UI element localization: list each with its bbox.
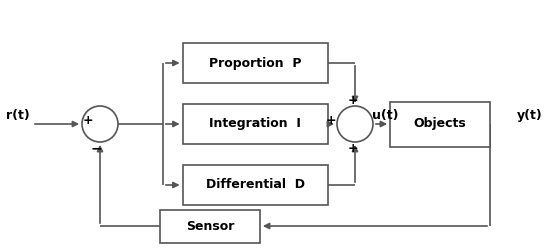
Bar bbox=[390, 101, 490, 147]
Text: y(t): y(t) bbox=[517, 110, 543, 123]
Text: +: + bbox=[348, 142, 358, 155]
Bar bbox=[183, 104, 327, 144]
Circle shape bbox=[82, 106, 118, 142]
Text: Integration  I: Integration I bbox=[209, 118, 301, 130]
Text: −: − bbox=[90, 141, 102, 155]
Bar bbox=[183, 165, 327, 205]
Text: Proportion  P: Proportion P bbox=[209, 57, 301, 69]
Text: Sensor: Sensor bbox=[186, 219, 234, 233]
Circle shape bbox=[337, 106, 373, 142]
Text: +: + bbox=[326, 114, 336, 126]
Text: Objects: Objects bbox=[414, 118, 466, 130]
Bar bbox=[160, 210, 260, 243]
Text: +: + bbox=[82, 114, 94, 126]
Text: r(t): r(t) bbox=[6, 110, 30, 123]
Text: u(t): u(t) bbox=[372, 110, 398, 123]
Text: +: + bbox=[348, 93, 358, 106]
Text: Differential  D: Differential D bbox=[206, 179, 305, 191]
Bar bbox=[183, 43, 327, 83]
